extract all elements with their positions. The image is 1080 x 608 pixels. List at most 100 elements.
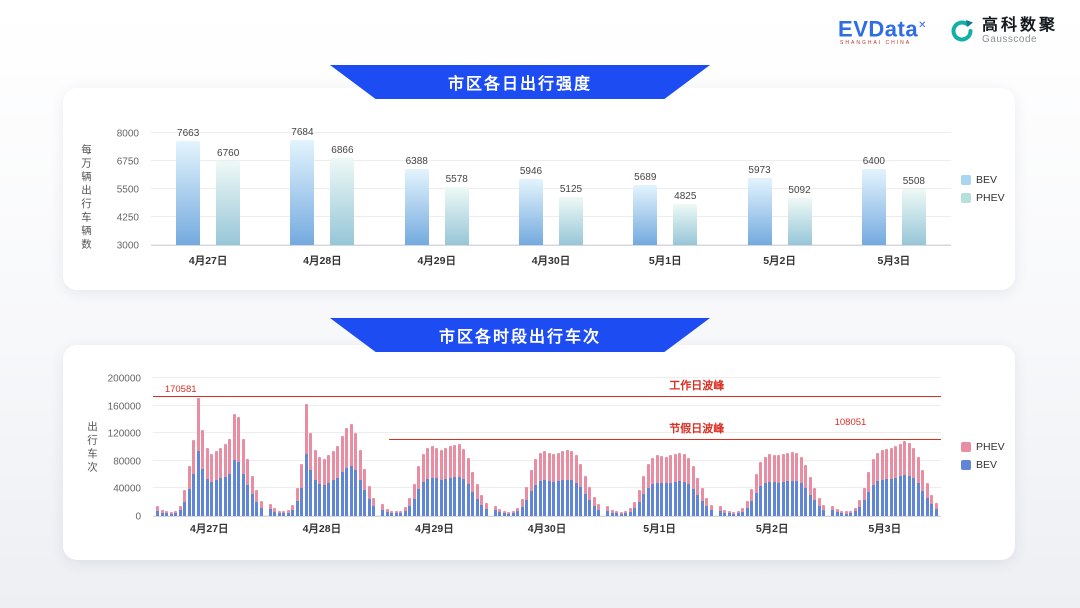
stacked-bar[interactable] <box>214 451 218 516</box>
stacked-bar[interactable] <box>381 504 385 516</box>
stacked-bar[interactable] <box>331 451 335 516</box>
stacked-bar[interactable] <box>421 453 425 516</box>
stacked-bar[interactable] <box>583 476 587 516</box>
stacked-bar[interactable] <box>709 504 713 516</box>
stacked-bar[interactable] <box>304 403 308 516</box>
stacked-bar[interactable] <box>898 443 902 516</box>
stacked-bar[interactable] <box>192 440 195 516</box>
stacked-bar[interactable] <box>700 488 704 516</box>
stacked-bar[interactable] <box>930 494 934 516</box>
stacked-bar[interactable] <box>556 452 560 516</box>
stacked-bar[interactable] <box>394 511 398 516</box>
stacked-bar[interactable] <box>444 448 448 516</box>
stacked-bar[interactable] <box>682 453 686 516</box>
stacked-bar[interactable] <box>678 453 682 516</box>
stacked-bar[interactable] <box>408 498 412 516</box>
stacked-bar[interactable] <box>349 424 353 516</box>
stacked-bar[interactable] <box>480 495 484 516</box>
stacked-bar[interactable] <box>516 507 520 516</box>
bar-phev[interactable] <box>444 187 469 245</box>
stacked-bar[interactable] <box>561 451 565 516</box>
stacked-bar[interactable] <box>502 511 506 516</box>
stacked-bar[interactable] <box>781 453 785 516</box>
stacked-bar[interactable] <box>318 457 322 516</box>
stacked-bar[interactable] <box>849 510 853 516</box>
bar-phev[interactable] <box>216 160 241 245</box>
stacked-bar[interactable] <box>903 441 907 516</box>
stacked-bar[interactable] <box>831 505 835 516</box>
stacked-bar[interactable] <box>538 453 542 516</box>
legend-item-phev[interactable]: PHEV <box>961 192 1005 204</box>
bar-bev[interactable] <box>633 184 658 245</box>
stacked-bar[interactable] <box>273 508 277 516</box>
stacked-bar[interactable] <box>628 508 632 516</box>
bar-phev[interactable] <box>787 198 812 245</box>
stacked-bar[interactable] <box>732 511 736 516</box>
bar-bev[interactable] <box>861 168 886 245</box>
stacked-bar[interactable] <box>808 477 812 516</box>
bar-phev[interactable] <box>558 197 583 245</box>
stacked-bar[interactable] <box>511 510 515 516</box>
stacked-bar[interactable] <box>817 497 821 516</box>
stacked-bar[interactable] <box>322 458 326 516</box>
stacked-bar[interactable] <box>219 447 222 516</box>
stacked-bar[interactable] <box>390 510 394 516</box>
stacked-bar[interactable] <box>367 485 371 516</box>
stacked-bar[interactable] <box>858 500 862 516</box>
stacked-bar[interactable] <box>165 511 168 516</box>
stacked-bar[interactable] <box>754 473 758 516</box>
stacked-bar[interactable] <box>282 511 286 516</box>
stacked-bar[interactable] <box>160 509 164 516</box>
stacked-bar[interactable] <box>237 417 240 516</box>
stacked-bar[interactable] <box>619 511 623 516</box>
bar-bev[interactable] <box>290 140 315 245</box>
stacked-bar[interactable] <box>750 489 754 516</box>
stacked-bar[interactable] <box>840 511 844 516</box>
stacked-bar[interactable] <box>453 444 457 516</box>
stacked-bar[interactable] <box>223 444 227 516</box>
stacked-bar[interactable] <box>786 452 790 516</box>
stacked-bar[interactable] <box>183 489 186 516</box>
stacked-bar[interactable] <box>790 451 794 516</box>
stacked-bar[interactable] <box>399 510 403 516</box>
stacked-bar[interactable] <box>430 446 434 516</box>
stacked-bar[interactable] <box>385 509 389 516</box>
stacked-bar[interactable] <box>475 484 479 516</box>
stacked-bar[interactable] <box>534 458 538 516</box>
stacked-bar[interactable] <box>880 449 884 516</box>
bar-bev[interactable] <box>176 140 201 245</box>
stacked-bar[interactable] <box>291 504 295 516</box>
stacked-bar[interactable] <box>804 464 808 516</box>
stacked-bar[interactable] <box>894 446 898 516</box>
stacked-bar[interactable] <box>241 438 245 516</box>
stacked-bar[interactable] <box>259 500 263 516</box>
stacked-bar[interactable] <box>655 455 659 516</box>
stacked-bar[interactable] <box>196 398 200 516</box>
stacked-bar[interactable] <box>615 511 619 516</box>
stacked-bar[interactable] <box>844 511 848 516</box>
stacked-bar[interactable] <box>592 497 596 516</box>
stacked-bar[interactable] <box>696 478 700 516</box>
stacked-bar[interactable] <box>493 505 497 516</box>
stacked-bar[interactable] <box>853 507 857 516</box>
stacked-bar[interactable] <box>403 507 407 516</box>
stacked-bar[interactable] <box>705 498 709 516</box>
stacked-bar[interactable] <box>727 511 731 516</box>
stacked-bar[interactable] <box>633 501 637 516</box>
stacked-bar[interactable] <box>187 466 191 516</box>
stacked-bar[interactable] <box>574 455 578 516</box>
stacked-bar[interactable] <box>277 510 281 516</box>
stacked-bar[interactable] <box>687 458 691 516</box>
stacked-bar[interactable] <box>210 453 213 516</box>
stacked-bar[interactable] <box>669 455 673 516</box>
bar-bev[interactable] <box>518 179 543 245</box>
stacked-bar[interactable] <box>799 456 803 516</box>
stacked-bar[interactable] <box>579 463 583 516</box>
stacked-bar[interactable] <box>169 511 173 516</box>
stacked-bar[interactable] <box>813 487 817 516</box>
stacked-bar[interactable] <box>363 469 367 516</box>
legend-item-bev[interactable]: BEV <box>961 459 1005 471</box>
stacked-bar[interactable] <box>520 499 524 516</box>
stacked-bar[interactable] <box>691 466 695 516</box>
stacked-bar[interactable] <box>547 452 551 516</box>
